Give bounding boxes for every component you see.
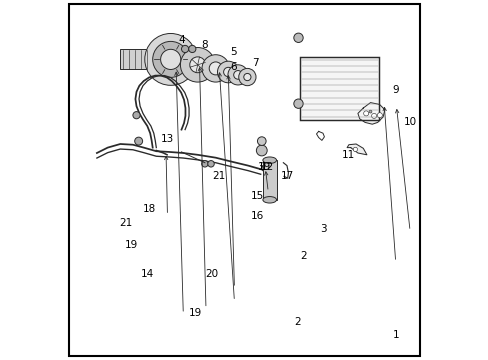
Circle shape xyxy=(363,111,368,116)
Text: 21: 21 xyxy=(119,218,132,228)
Text: 13: 13 xyxy=(160,134,173,144)
Text: 8: 8 xyxy=(201,40,208,50)
Bar xyxy=(263,160,276,200)
Circle shape xyxy=(371,113,376,118)
Circle shape xyxy=(180,48,215,82)
Circle shape xyxy=(368,110,371,113)
Circle shape xyxy=(160,49,181,69)
Text: 10: 10 xyxy=(403,117,416,127)
Text: 17: 17 xyxy=(281,171,294,181)
Text: 2: 2 xyxy=(300,251,306,261)
Text: 12: 12 xyxy=(261,162,274,172)
Text: 6: 6 xyxy=(230,62,237,72)
Text: 2: 2 xyxy=(294,317,301,327)
Ellipse shape xyxy=(263,197,276,203)
Text: 16: 16 xyxy=(250,211,263,221)
Text: 7: 7 xyxy=(251,58,258,68)
Circle shape xyxy=(223,67,232,77)
Bar xyxy=(300,57,379,120)
Text: 5: 5 xyxy=(230,47,237,57)
Circle shape xyxy=(217,61,239,83)
Circle shape xyxy=(293,99,303,108)
Circle shape xyxy=(244,73,250,81)
Text: 15: 15 xyxy=(250,191,263,201)
Circle shape xyxy=(207,161,214,167)
Polygon shape xyxy=(357,103,384,124)
Circle shape xyxy=(261,165,268,172)
Text: 19: 19 xyxy=(125,240,138,250)
Text: 1: 1 xyxy=(391,330,398,340)
Text: 11: 11 xyxy=(342,150,355,160)
Circle shape xyxy=(238,68,256,86)
Text: 19: 19 xyxy=(189,308,202,318)
Circle shape xyxy=(209,62,222,75)
Text: 3: 3 xyxy=(320,224,326,234)
Circle shape xyxy=(377,113,382,118)
Circle shape xyxy=(181,45,188,53)
Bar xyxy=(120,49,148,69)
Circle shape xyxy=(227,65,247,85)
Circle shape xyxy=(188,45,196,53)
Text: 18: 18 xyxy=(142,204,155,214)
Circle shape xyxy=(144,33,196,85)
Circle shape xyxy=(189,57,205,73)
Circle shape xyxy=(293,33,303,42)
Text: 20: 20 xyxy=(205,269,218,279)
Circle shape xyxy=(202,55,229,82)
Circle shape xyxy=(257,137,265,145)
Text: 19: 19 xyxy=(257,162,270,172)
Text: 21: 21 xyxy=(212,171,225,181)
Ellipse shape xyxy=(263,157,276,163)
Circle shape xyxy=(256,145,266,156)
Circle shape xyxy=(201,161,208,167)
Circle shape xyxy=(233,71,242,79)
Polygon shape xyxy=(346,144,366,155)
Circle shape xyxy=(152,41,188,77)
Circle shape xyxy=(134,137,142,145)
Circle shape xyxy=(352,147,357,152)
Text: 14: 14 xyxy=(141,269,154,279)
Text: 4: 4 xyxy=(178,35,184,45)
Circle shape xyxy=(133,112,140,119)
Text: 9: 9 xyxy=(391,85,398,95)
